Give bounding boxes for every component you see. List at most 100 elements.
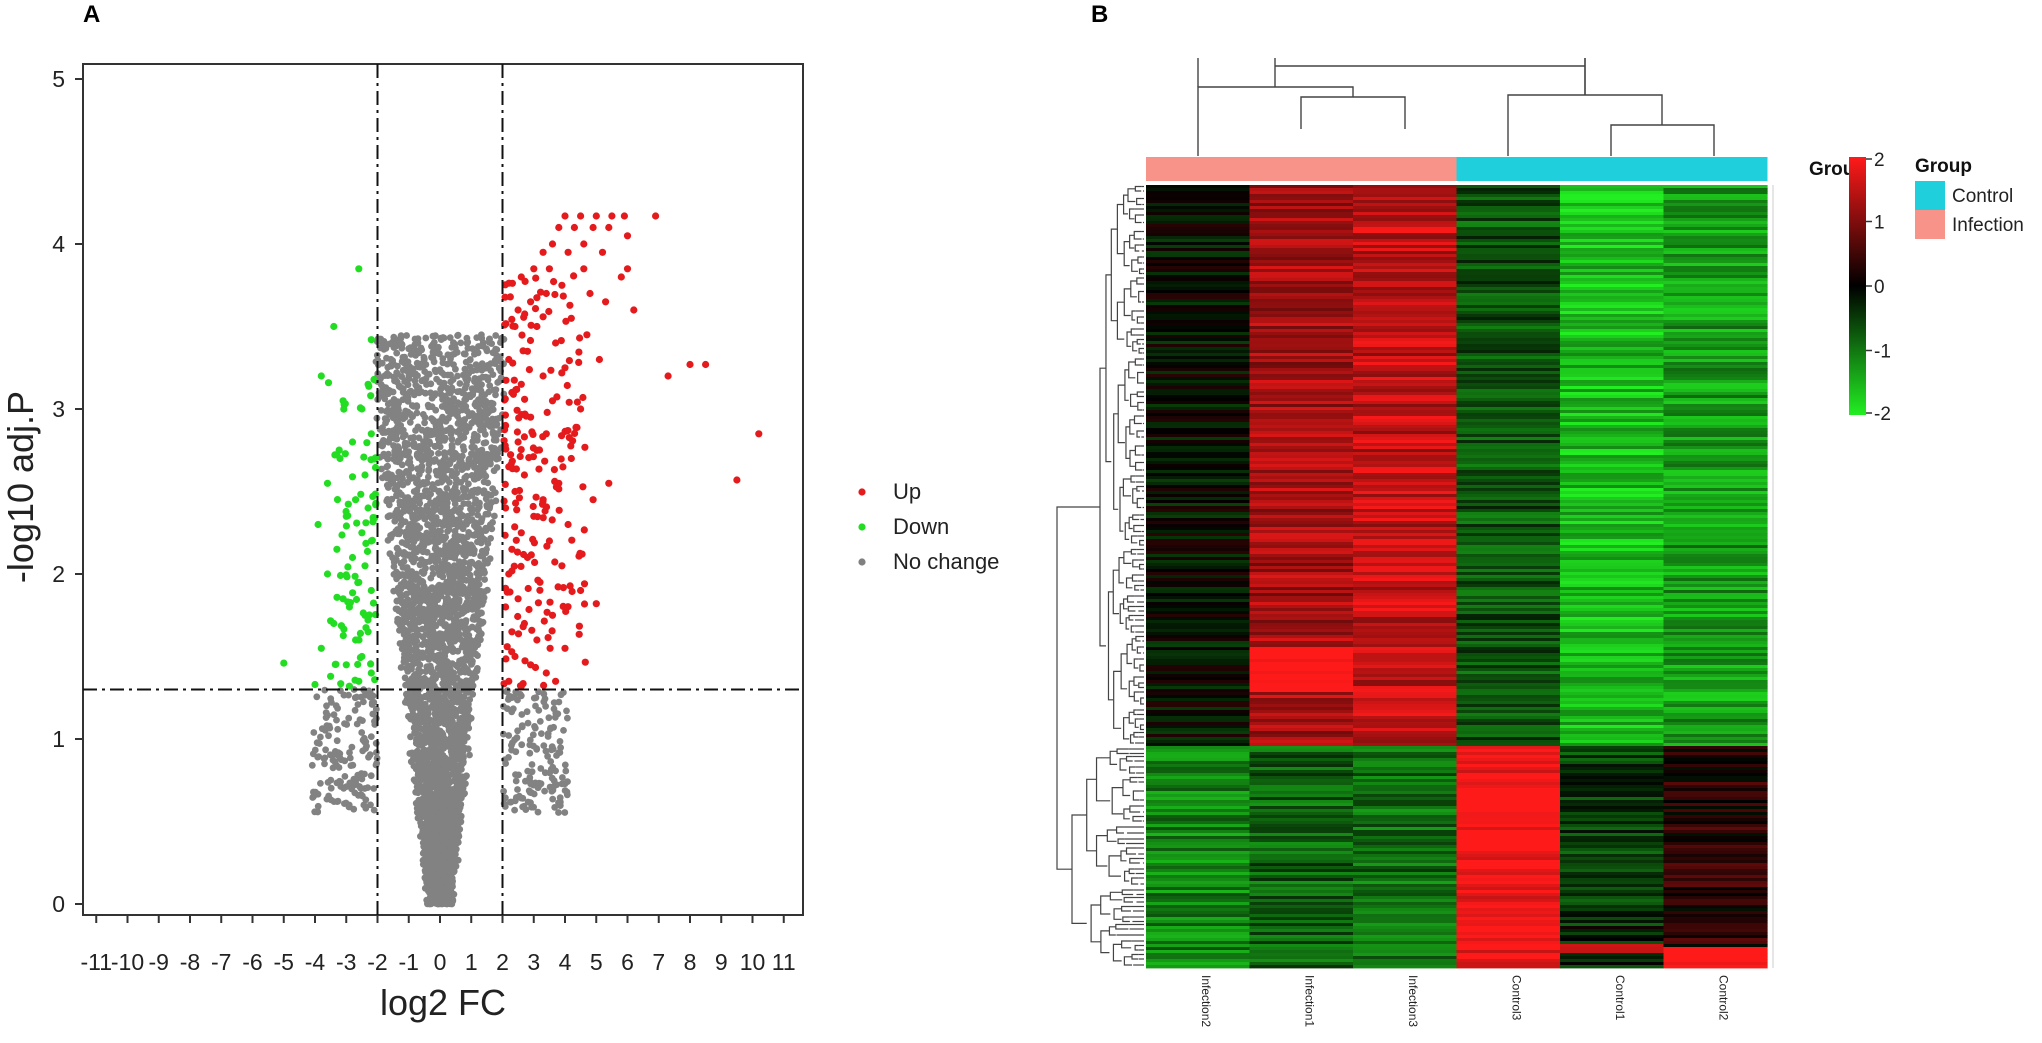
point-up: [550, 466, 559, 474]
no-change-point: [559, 774, 566, 781]
no-change-point: [452, 611, 460, 618]
heatmap-cell: [1353, 278, 1458, 282]
no-change-point: [433, 839, 440, 847]
no-change-point: [450, 361, 457, 368]
no-change-point: [412, 778, 419, 785]
volcano-legend: Up Down No change: [858, 479, 999, 574]
heatmap-cell: [1560, 311, 1665, 315]
heatmap-cell: [1663, 380, 1768, 384]
heatmap-cell: [1456, 383, 1561, 387]
no-change-point: [453, 604, 461, 612]
no-change-point: [518, 711, 526, 718]
heatmap-cell: [1249, 398, 1354, 402]
no-change-point: [475, 343, 482, 350]
no-change-point: [442, 676, 449, 683]
no-change-point: [444, 351, 452, 359]
point-up: [552, 677, 560, 685]
no-change-point: [414, 748, 422, 756]
heatmap-cell: [1560, 203, 1665, 207]
no-change-point: [528, 761, 536, 768]
no-change-point: [443, 879, 451, 886]
no-change-point: [454, 388, 461, 396]
point-up: [551, 290, 559, 299]
no-change-point: [407, 587, 415, 594]
heatmap-cell: [1353, 221, 1458, 225]
no-change-point: [508, 694, 516, 701]
heatmap-cell: [1456, 413, 1561, 417]
point-up: [519, 623, 527, 631]
point-down: [361, 471, 369, 479]
x-tick-label: -10: [111, 949, 144, 975]
point-up: [558, 369, 566, 377]
point-down: [371, 455, 379, 463]
heatmap-cell: [1456, 335, 1561, 339]
no-change-point: [447, 838, 455, 846]
no-change-point: [540, 690, 548, 698]
heatmap-cell: [1353, 272, 1458, 276]
heatmap-cell: [1249, 269, 1354, 273]
heatmap-cell: [1663, 410, 1768, 414]
heatmap-cell: [1353, 461, 1458, 465]
no-change-point: [441, 704, 449, 712]
heatmap-cell: [1560, 314, 1665, 318]
no-change-point: [489, 400, 497, 408]
no-change-point: [532, 694, 540, 702]
heatmap-cells: [1146, 185, 1768, 969]
no-change-point: [391, 517, 399, 525]
no-change-point: [411, 693, 419, 700]
point-up: [527, 551, 535, 559]
heatmap-cell: [1353, 497, 1458, 501]
no-change-point: [550, 723, 557, 731]
no-change-point: [426, 603, 433, 611]
no-change-point: [440, 518, 448, 526]
no-change-point: [365, 687, 373, 695]
heatmap-cell: [1456, 407, 1561, 411]
point-up: [548, 611, 557, 619]
heatmap-cell: [1249, 263, 1354, 267]
heatmap-cell: [1560, 242, 1665, 246]
no-change-point: [557, 691, 565, 699]
heatmap-cell: [1663, 368, 1768, 372]
no-change-point: [413, 486, 421, 494]
heatmap-cell: [1663, 470, 1768, 474]
no-change-point: [442, 765, 449, 773]
heatmap-cell: [1456, 371, 1561, 375]
no-change-point: [430, 418, 437, 425]
heatmap-cell: [1249, 209, 1354, 213]
heatmap-cell: [1560, 347, 1665, 351]
heatmap-cell: [1663, 308, 1768, 312]
heatmap-cell: [1560, 290, 1665, 294]
heatmap-cell: [1560, 509, 1665, 513]
heatmap-cell: [1353, 446, 1458, 450]
y-tick-label: 4: [52, 231, 65, 257]
heatmap-cell: [1146, 197, 1251, 201]
heatmap-cell: [1560, 197, 1665, 201]
heatmap-cell: [1663, 227, 1768, 231]
heatmap-cell: [1353, 362, 1458, 366]
no-change-point: [422, 334, 430, 342]
no-change-point: [322, 746, 329, 754]
no-change-point: [429, 729, 437, 736]
no-change-point: [462, 552, 469, 560]
no-change-point: [401, 699, 409, 706]
no-change-point: [427, 574, 435, 582]
heatmap-cell: [1560, 401, 1665, 405]
point-down: [348, 473, 357, 481]
no-change-point: [489, 371, 497, 378]
point-down: [332, 660, 340, 668]
point-up: [571, 429, 579, 437]
point-down: [353, 519, 361, 527]
heatmap-cell: [1456, 401, 1561, 405]
no-change-point: [466, 696, 474, 703]
no-change-point: [436, 590, 444, 598]
heatmap-cell: [1353, 398, 1458, 402]
no-change-point: [447, 737, 455, 745]
point-up: [505, 279, 513, 287]
no-change-point: [353, 720, 361, 728]
heatmap-cell: [1353, 323, 1458, 327]
heatmap-cell: [1456, 374, 1561, 378]
heatmap-cell: [1456, 341, 1561, 345]
point-up: [531, 305, 540, 313]
heatmap-cell: [1146, 302, 1251, 306]
